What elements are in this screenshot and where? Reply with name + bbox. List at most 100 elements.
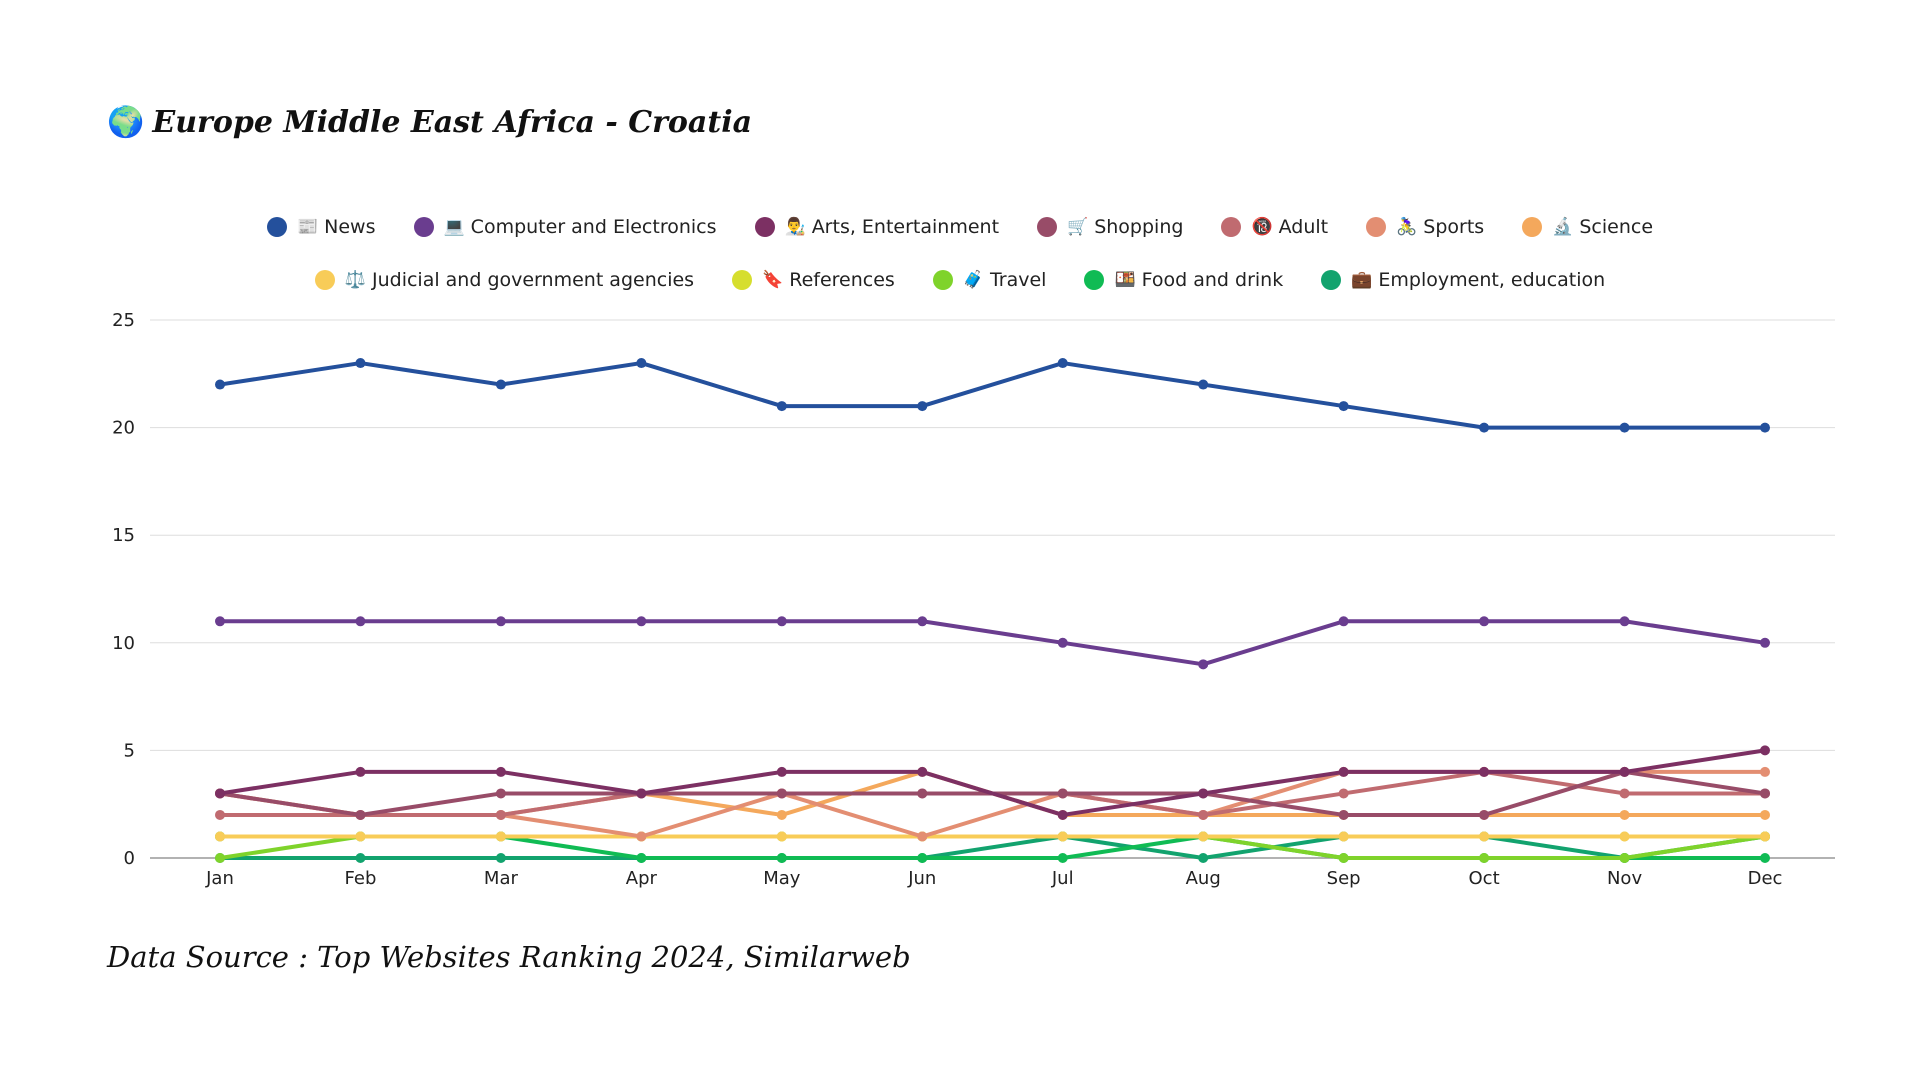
data-point-shopping[interactable] [917, 788, 928, 799]
data-point-arts-entertainment[interactable] [215, 788, 225, 799]
data-point-news[interactable] [636, 358, 647, 369]
data-point-arts-entertainment[interactable] [1760, 745, 1770, 756]
data-point-news[interactable] [495, 379, 506, 390]
legend-row-1: 📰 News 💻 Computer and Electronics 👨‍🎨 Arts, E… [0, 216, 1920, 238]
legend-item-judicial-and-government-agencies[interactable]: ⚖️ Judicial and government agencies [314, 269, 694, 291]
data-point-sports[interactable] [917, 831, 928, 842]
data-point-computer-and-electronics[interactable] [355, 616, 366, 627]
data-point-travel[interactable] [1338, 853, 1349, 863]
data-point-shopping[interactable] [495, 788, 506, 799]
data-point-travel[interactable] [1479, 853, 1490, 863]
data-point-news[interactable] [1198, 379, 1209, 390]
data-point-shopping[interactable] [1338, 809, 1349, 820]
data-point-judicial-and-government-agencies[interactable] [1479, 831, 1490, 842]
data-point-adult[interactable] [1198, 809, 1209, 820]
legend-item-travel[interactable]: 🧳 Travel [932, 269, 1046, 291]
data-point-news[interactable] [1619, 422, 1630, 433]
legend-marker [1522, 217, 1543, 237]
data-point-news[interactable] [1760, 422, 1770, 433]
data-point-food-and-drink[interactable] [776, 853, 787, 863]
data-point-science[interactable] [1619, 809, 1630, 820]
data-point-travel[interactable] [1619, 853, 1630, 863]
legend-item-employment-education[interactable]: 💼 Employment, education [1321, 269, 1605, 291]
legend-marker [1221, 217, 1242, 237]
data-point-judicial-and-government-agencies[interactable] [1760, 831, 1770, 842]
data-point-judicial-and-government-agencies[interactable] [1198, 831, 1209, 842]
data-point-judicial-and-government-agencies[interactable] [1619, 831, 1630, 842]
legend-item-science[interactable]: 🔬 Science [1522, 216, 1653, 238]
data-point-computer-and-electronics[interactable] [495, 616, 506, 627]
legend-arts-entertainment-icon: 👨‍🎨 [784, 217, 806, 237]
data-point-computer-and-electronics[interactable] [1057, 637, 1068, 648]
data-point-adult[interactable] [215, 809, 225, 820]
data-point-food-and-drink[interactable] [1760, 853, 1770, 863]
y-tick-label: 25 [112, 310, 135, 331]
data-point-arts-entertainment[interactable] [355, 766, 366, 777]
data-point-food-and-drink[interactable] [1057, 853, 1068, 863]
data-point-sports[interactable] [636, 831, 647, 842]
data-point-science[interactable] [1760, 809, 1770, 820]
legend-item-news[interactable]: 📰 News [266, 216, 376, 238]
data-point-arts-entertainment[interactable] [1198, 788, 1209, 799]
data-point-shopping[interactable] [1760, 788, 1770, 799]
data-point-judicial-and-government-agencies[interactable] [776, 831, 787, 842]
data-point-arts-entertainment[interactable] [1057, 809, 1068, 820]
data-point-news[interactable] [1338, 401, 1349, 412]
data-point-arts-entertainment[interactable] [776, 766, 787, 777]
data-point-adult[interactable] [1338, 788, 1349, 799]
data-point-computer-and-electronics[interactable] [1479, 616, 1490, 627]
chart-title-text: Europe Middle East Africa - Croatia [152, 105, 753, 140]
data-point-arts-entertainment[interactable] [1338, 766, 1349, 777]
data-point-arts-entertainment[interactable] [917, 766, 928, 777]
data-point-computer-and-electronics[interactable] [215, 616, 225, 627]
data-point-computer-and-electronics[interactable] [776, 616, 787, 627]
data-point-travel[interactable] [215, 853, 225, 863]
data-point-shopping[interactable] [1479, 809, 1490, 820]
legend-item-food-and-drink[interactable]: 🍱 Food and drink [1084, 269, 1283, 291]
data-point-food-and-drink[interactable] [917, 853, 928, 863]
legend-item-adult[interactable]: 🔞 Adult [1221, 216, 1328, 238]
data-point-employment-education[interactable] [1198, 853, 1209, 863]
data-point-food-and-drink[interactable] [636, 853, 647, 863]
data-point-computer-and-electronics[interactable] [636, 616, 647, 627]
data-point-adult[interactable] [495, 809, 506, 820]
series-computer-and-electronics [215, 616, 1770, 670]
legend-item-references[interactable]: 🔖 References [732, 269, 895, 291]
data-point-science[interactable] [776, 809, 787, 820]
data-point-computer-and-electronics[interactable] [1619, 616, 1630, 627]
data-point-sports[interactable] [1760, 766, 1770, 777]
legend-marker [1084, 270, 1105, 290]
data-point-employment-education[interactable] [495, 853, 506, 863]
data-point-computer-and-electronics[interactable] [1198, 659, 1209, 670]
data-point-news[interactable] [1057, 358, 1068, 369]
legend-item-arts-entertainment[interactable]: 👨‍🎨 Arts, Entertainment [754, 216, 999, 238]
data-point-employment-education[interactable] [355, 853, 366, 863]
data-point-arts-entertainment[interactable] [495, 766, 506, 777]
data-point-news[interactable] [776, 401, 787, 412]
data-point-arts-entertainment[interactable] [636, 788, 647, 799]
legend-label: Sports [1423, 216, 1485, 238]
legend-item-computer-and-electronics[interactable]: 💻 Computer and Electronics [413, 216, 717, 238]
data-point-judicial-and-government-agencies[interactable] [215, 831, 225, 842]
data-point-computer-and-electronics[interactable] [917, 616, 928, 627]
legend-marker [413, 217, 434, 237]
data-point-shopping[interactable] [1057, 788, 1068, 799]
data-point-adult[interactable] [1619, 788, 1630, 799]
data-point-arts-entertainment[interactable] [1479, 766, 1490, 777]
data-point-computer-and-electronics[interactable] [1338, 616, 1349, 627]
data-point-news[interactable] [215, 379, 225, 390]
data-point-shopping[interactable] [776, 788, 787, 799]
legend-item-sports[interactable]: 🚴‍♀️ Sports [1366, 216, 1484, 238]
data-point-computer-and-electronics[interactable] [1760, 637, 1770, 648]
data-point-arts-entertainment[interactable] [1619, 766, 1630, 777]
data-point-judicial-and-government-agencies[interactable] [355, 831, 366, 842]
data-point-judicial-and-government-agencies[interactable] [1338, 831, 1349, 842]
data-point-judicial-and-government-agencies[interactable] [495, 831, 506, 842]
legend-item-shopping[interactable]: 🛒 Shopping [1037, 216, 1183, 238]
data-point-judicial-and-government-agencies[interactable] [1057, 831, 1068, 842]
data-point-news[interactable] [917, 401, 928, 412]
data-point-shopping[interactable] [355, 809, 366, 820]
data-point-news[interactable] [1479, 422, 1490, 433]
data-point-news[interactable] [355, 358, 366, 369]
x-tick-label: Dec [1748, 868, 1783, 889]
